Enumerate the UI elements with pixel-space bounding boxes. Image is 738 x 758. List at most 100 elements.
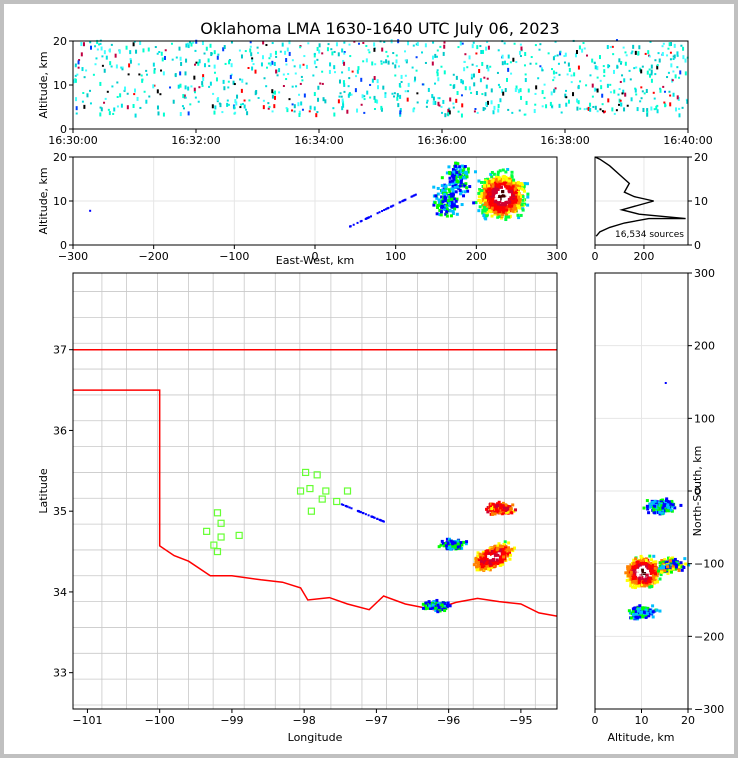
source-cell xyxy=(500,216,504,220)
source-point xyxy=(162,112,165,117)
source-point xyxy=(476,111,479,114)
source-point xyxy=(519,55,522,58)
source-cell xyxy=(451,190,455,194)
source-cell xyxy=(498,560,502,564)
source-cell xyxy=(472,563,476,567)
source-point xyxy=(271,89,274,94)
source-point xyxy=(333,112,336,117)
source-point xyxy=(392,52,395,55)
source-point xyxy=(426,99,429,102)
source-cell xyxy=(474,559,478,563)
source-point xyxy=(175,56,178,59)
source-point xyxy=(78,59,81,62)
source-point xyxy=(116,105,119,108)
source-cell xyxy=(489,557,493,561)
source-cell xyxy=(501,501,505,505)
source-cell xyxy=(504,184,508,188)
source-cell xyxy=(495,504,499,508)
source-point xyxy=(248,99,251,102)
source-point xyxy=(198,86,201,89)
source-point xyxy=(478,68,481,73)
source-point xyxy=(182,107,185,110)
source-point xyxy=(160,69,163,72)
source-cell xyxy=(445,214,449,218)
source-cell xyxy=(508,214,512,218)
source-point xyxy=(366,90,369,95)
source-cell xyxy=(444,185,448,189)
source-point xyxy=(227,86,230,89)
source-cell xyxy=(403,199,406,202)
source-point xyxy=(338,79,341,84)
source-point xyxy=(576,98,579,103)
source-point xyxy=(356,108,359,113)
source-point xyxy=(650,78,653,83)
source-cell xyxy=(483,209,487,213)
source-point xyxy=(650,69,653,74)
source-point xyxy=(229,74,232,79)
source-cell xyxy=(507,187,511,191)
source-point xyxy=(439,45,442,48)
source-point xyxy=(391,92,394,95)
source-point xyxy=(533,109,536,114)
source-point xyxy=(297,102,300,107)
hist-y-tick-label: 20 xyxy=(694,151,708,164)
figure-title: Oklahoma LMA 1630-1640 UTC July 06, 2023 xyxy=(200,19,559,38)
source-point xyxy=(611,45,614,48)
source-point xyxy=(662,42,665,45)
source-cell xyxy=(444,542,448,546)
source-point xyxy=(650,73,653,76)
source-point xyxy=(313,60,316,65)
source-cell xyxy=(504,199,508,203)
source-point xyxy=(646,108,649,113)
source-point xyxy=(493,105,496,110)
source-cell xyxy=(384,208,387,211)
source-point xyxy=(676,95,679,100)
source-point xyxy=(298,110,301,115)
source-cell xyxy=(476,551,480,555)
source-cell xyxy=(502,553,506,557)
source-point xyxy=(317,85,320,90)
source-point xyxy=(328,69,331,74)
source-point xyxy=(572,92,575,97)
source-cell xyxy=(492,186,496,190)
source-cell xyxy=(483,558,487,562)
source-point xyxy=(646,112,649,117)
source-point xyxy=(676,51,679,56)
source-point xyxy=(159,93,162,96)
source-point xyxy=(121,66,124,69)
source-point xyxy=(373,76,376,81)
source-point xyxy=(515,61,518,64)
source-cell xyxy=(440,539,444,543)
source-point xyxy=(552,56,555,61)
source-cell xyxy=(484,553,488,557)
source-point xyxy=(251,66,254,71)
source-point xyxy=(360,103,363,106)
source-point xyxy=(550,105,553,108)
source-point xyxy=(152,84,155,89)
source-cell xyxy=(632,558,636,562)
source-cell xyxy=(497,500,501,504)
station-marker xyxy=(296,487,305,495)
source-cell xyxy=(525,182,529,186)
source-cell xyxy=(522,189,526,193)
plan-y-tick-label: 34 xyxy=(53,586,67,599)
source-cell xyxy=(454,176,458,180)
source-cell xyxy=(495,207,499,211)
source-cell xyxy=(629,584,633,588)
source-cell xyxy=(490,565,494,569)
source-point xyxy=(215,77,218,82)
source-point xyxy=(187,86,190,91)
source-point xyxy=(313,106,316,111)
source-cell xyxy=(516,213,520,217)
source-point xyxy=(99,42,102,45)
source-cell xyxy=(438,208,442,212)
source-point xyxy=(239,106,242,109)
source-cell xyxy=(520,187,524,191)
source-point xyxy=(489,65,492,68)
source-cell xyxy=(513,187,517,191)
source-point xyxy=(591,95,594,98)
source-point xyxy=(134,113,137,118)
source-point xyxy=(100,107,103,112)
source-cell xyxy=(454,190,458,194)
source-cell xyxy=(511,209,515,213)
